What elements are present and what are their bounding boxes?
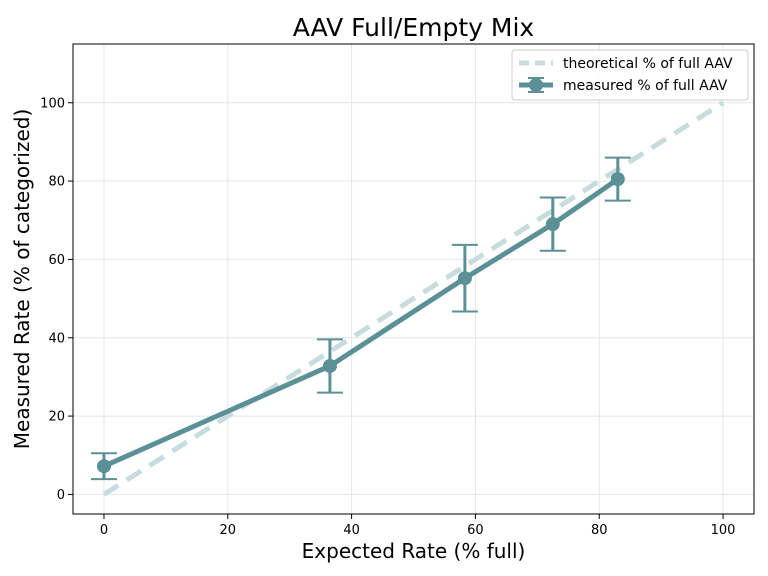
measured-point <box>96 459 111 474</box>
plot-frame <box>72 43 755 515</box>
x-tick-label: 60 <box>467 523 484 538</box>
grid <box>73 44 754 514</box>
theoretical-line <box>102 100 725 497</box>
x-tick-label: 100 <box>711 523 736 538</box>
y-tick-label: 0 <box>57 488 65 503</box>
legend-box <box>511 49 749 101</box>
measured-point <box>545 217 560 232</box>
x-tick-label: 20 <box>219 523 236 538</box>
y-tick-label: 40 <box>48 331 65 346</box>
legend: theoretical % of full AAV measured % of … <box>511 49 749 101</box>
measured-point <box>610 172 625 187</box>
y-tick-label: 80 <box>48 175 65 190</box>
ticks: 0 20 40 60 80 100 0 20 40 60 80 100 <box>40 96 735 538</box>
measured-point <box>457 271 472 286</box>
legend-measured-label: measured % of full AAV <box>563 78 728 94</box>
legend-measured-marker <box>529 78 543 92</box>
x-tick-label: 0 <box>100 523 108 538</box>
y-axis-label: Measured Rate (% of categorized) <box>10 109 34 449</box>
x-tick-label: 80 <box>591 523 608 538</box>
y-tick-label: 20 <box>48 410 65 425</box>
legend-theoretical-label: theoretical % of full AAV <box>563 56 733 72</box>
chart-title: AAV Full/Empty Mix <box>293 13 534 42</box>
series-layer <box>90 100 725 497</box>
x-tick-label: 40 <box>343 523 360 538</box>
y-tick-label: 100 <box>40 96 65 111</box>
y-tick-label: 60 <box>48 253 65 268</box>
measured-point <box>322 358 337 373</box>
measured-line <box>102 177 620 469</box>
x-axis-label: Expected Rate (% full) <box>302 539 526 563</box>
